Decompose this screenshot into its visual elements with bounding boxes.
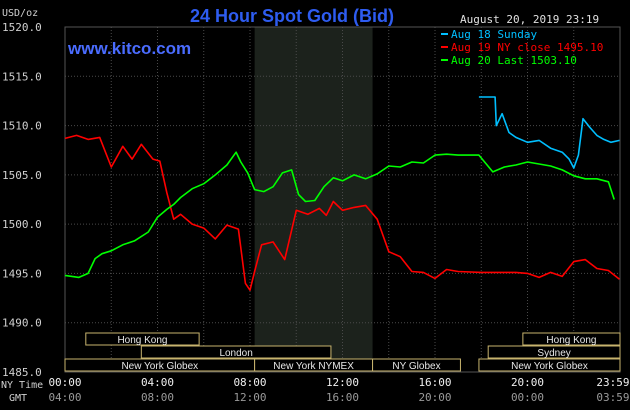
session-box: Sydney xyxy=(487,345,621,359)
y-axis: 1520.0 1515.0 1510.0 1505.0 1500.0 1495.0 1490… xyxy=(2,21,42,379)
market-sessions: Hong Kong London New York Globex New York N… xyxy=(64,332,621,372)
session-label: Sydney xyxy=(537,348,570,359)
y-tick-label: 1490.0 xyxy=(2,317,42,330)
nymex-session-shade xyxy=(254,27,373,372)
session-box: New York NYMEX xyxy=(254,358,374,372)
session-box-frame xyxy=(85,332,200,346)
x-tick-label-ny: 04:00 xyxy=(141,376,174,389)
session-label: New York Globex xyxy=(121,361,198,372)
legend-label: Aug 20 Last 1503.10 xyxy=(451,54,577,67)
ny-time-row-label: NY Time xyxy=(1,380,43,391)
x-tick-label-gmt: 04:00 xyxy=(48,391,81,404)
y-tick-label: 1520.0 xyxy=(2,21,42,34)
session-label: NY Globex xyxy=(392,361,440,372)
session-box-frame xyxy=(478,358,621,372)
y-tick-label: 1515.0 xyxy=(2,70,42,83)
legend-entry: Aug 20 Last 1503.10 xyxy=(441,54,577,67)
session-label: Hong Kong xyxy=(117,335,167,346)
chart-title: 24 Hour Spot Gold (Bid) xyxy=(190,6,394,26)
x-tick-label-gmt: 03:59 xyxy=(596,391,629,404)
x-tick-label-ny: 08:00 xyxy=(233,376,266,389)
y-tick-label: 1505.0 xyxy=(2,169,42,182)
y-tick-label: 1485.0 xyxy=(2,366,42,379)
series-line-2 xyxy=(64,134,620,291)
session-label: London xyxy=(219,348,252,359)
x-tick-label-gmt: 00:00 xyxy=(511,391,544,404)
session-label: New York NYMEX xyxy=(273,361,354,372)
x-tick-label-gmt: 12:00 xyxy=(233,391,266,404)
series-layer xyxy=(64,96,620,291)
session-label: New York Globex xyxy=(511,361,588,372)
kitco-watermark: www.kitco.com xyxy=(67,39,191,58)
session-box: New York Globex xyxy=(478,358,621,372)
chart-grid xyxy=(64,26,621,373)
x-tick-label-gmt: 08:00 xyxy=(141,391,174,404)
plot-frame xyxy=(64,26,621,373)
session-box-frame xyxy=(487,345,621,359)
session-box-frame xyxy=(140,345,332,359)
x-tick-label-gmt: 16:00 xyxy=(326,391,359,404)
legend-entry: Aug 18 Sunday xyxy=(441,28,537,41)
series-line-3 xyxy=(64,151,615,279)
legend-entry: Aug 19 NY close 1495.10 xyxy=(441,41,603,54)
x-axis: 00:00 04:00 04:00 08:00 08:00 12:00 12:00 16:00… xyxy=(48,376,629,404)
legend-label: Aug 18 Sunday xyxy=(451,28,537,41)
x-tick-label-ny: 23:59 xyxy=(596,376,629,389)
y-tick-label: 1500.0 xyxy=(2,218,42,231)
x-tick-label-gmt: 20:00 xyxy=(418,391,451,404)
gmt-row-label: GMT xyxy=(9,393,27,404)
session-box: New York Globex xyxy=(64,358,256,372)
y-tick-label: 1510.0 xyxy=(2,120,42,133)
session-box-frame xyxy=(372,358,461,372)
session-box: Hong Kong xyxy=(522,332,621,346)
session-box-frame xyxy=(522,332,621,346)
chart-date: August 20, 2019 23:19 xyxy=(460,13,599,26)
session-box: Hong Kong xyxy=(85,332,200,346)
x-tick-label-ny: 20:00 xyxy=(511,376,544,389)
x-tick-label-ny: 16:00 xyxy=(418,376,451,389)
series-line-1 xyxy=(478,96,620,169)
legend-label: Aug 19 NY close 1495.10 xyxy=(451,41,603,54)
session-box: NY Globex xyxy=(372,358,461,372)
x-tick-label-ny: 12:00 xyxy=(326,376,359,389)
session-box: London xyxy=(140,345,332,359)
x-tick-label-ny: 00:00 xyxy=(48,376,81,389)
y-axis-label: USD/oz xyxy=(2,8,38,19)
session-label: Hong Kong xyxy=(546,335,596,346)
y-tick-label: 1495.0 xyxy=(2,267,42,280)
